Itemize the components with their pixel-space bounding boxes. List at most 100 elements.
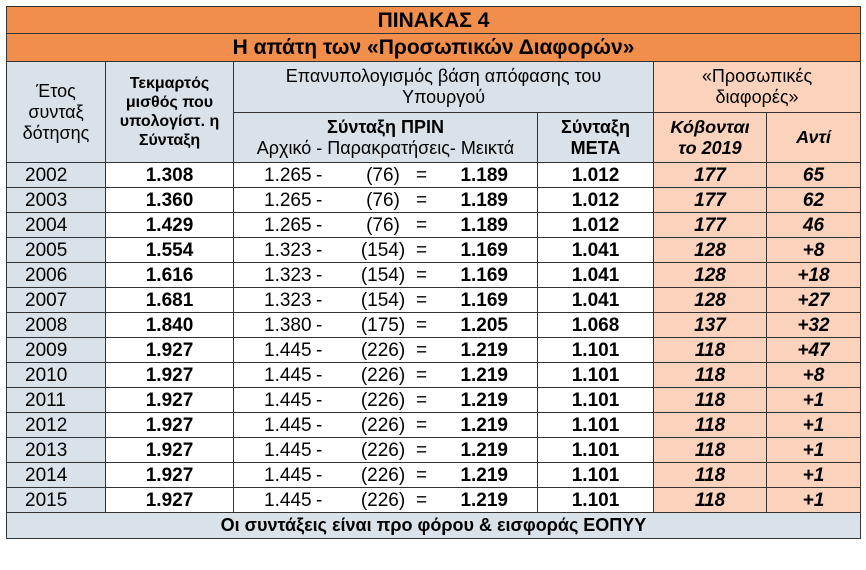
salary-cell: 1.554 [105, 237, 234, 263]
year-cell: 2015 [6, 487, 106, 513]
year-cell: 2004 [6, 212, 106, 238]
year-cell: 2008 [6, 312, 106, 338]
personal-diff-header: «Προσωπικές διαφορές» [653, 61, 861, 113]
minus-sign: - [316, 214, 323, 236]
minus-sign: - [316, 289, 323, 311]
table-title: ΠΙΝΑΚΑΣ 4 [6, 6, 861, 34]
table-row: 2008 1.840 1.380- (175) = 1.205 1.068 137 +32 [6, 312, 861, 338]
cut-cell: 118 [653, 362, 767, 388]
after-cell: 1.101 [537, 462, 654, 488]
gross-value: 1.189 [460, 164, 508, 186]
year-cell: 2012 [6, 412, 106, 438]
instead-header: Αντί [766, 112, 861, 163]
equals-sign: = [416, 389, 428, 411]
after-cell: 1.101 [537, 412, 654, 438]
gross-value: 1.189 [460, 189, 508, 211]
year-cell: 2003 [6, 187, 106, 213]
withheld-value: (154) [360, 264, 406, 286]
before-cell: 1.445- (226) = 1.219 [233, 487, 538, 513]
instead-cell: +32 [766, 312, 861, 338]
year-header: Έτος συνταξ δότησης [6, 61, 106, 163]
before-cell: 1.445- (226) = 1.219 [233, 412, 538, 438]
minus-sign: - [316, 414, 323, 436]
instead-cell: +27 [766, 287, 861, 313]
minus-sign: - [316, 264, 323, 286]
before-cell: 1.265- (76) = 1.189 [233, 187, 538, 213]
minus-sign: - [316, 489, 323, 511]
cut-cell: 118 [653, 437, 767, 463]
minus-sign: - [316, 339, 323, 361]
before-header-title: Σύνταξη ΠΡΙΝ [327, 116, 444, 137]
cut-cell: 118 [653, 462, 767, 488]
equals-sign: = [416, 339, 428, 361]
gross-value: 1.169 [460, 264, 508, 286]
before-cell: 1.265- (76) = 1.189 [233, 212, 538, 238]
gross-value: 1.205 [460, 314, 508, 336]
year-cell: 2014 [6, 462, 106, 488]
equals-sign: = [416, 464, 428, 486]
cut-header: Κόβονται το 2019 [653, 112, 767, 163]
year-cell: 2007 [6, 287, 106, 313]
equals-sign: = [416, 264, 428, 286]
after-cell: 1.101 [537, 337, 654, 363]
instead-cell: +8 [766, 237, 861, 263]
equals-sign: = [416, 314, 428, 336]
minus-sign: - [316, 164, 323, 186]
withheld-value: (226) [360, 339, 406, 361]
cut-cell: 118 [653, 487, 767, 513]
cut-cell: 137 [653, 312, 767, 338]
initial-value: 1.323 [264, 239, 312, 261]
gross-value: 1.219 [460, 389, 508, 411]
pension-table-container: ΠΙΝΑΚΑΣ 4 Η απάτη των «Προσωπικών Διαφορ… [6, 6, 861, 539]
initial-value: 1.265 [264, 214, 312, 236]
after-cell: 1.101 [537, 387, 654, 413]
before-cell: 1.323- (154) = 1.169 [233, 237, 538, 263]
before-cell: 1.445- (226) = 1.219 [233, 362, 538, 388]
withheld-value: (154) [360, 289, 406, 311]
cut-cell: 118 [653, 337, 767, 363]
instead-cell: +1 [766, 487, 861, 513]
after-header: Σύνταξη ΜΕΤΑ [537, 112, 654, 163]
before-cell: 1.265- (76) = 1.189 [233, 162, 538, 188]
table-row: 2006 1.616 1.323- (154) = 1.169 1.041 128 +18 [6, 262, 861, 288]
equals-sign: = [416, 164, 428, 186]
salary-cell: 1.360 [105, 187, 234, 213]
after-cell: 1.012 [537, 187, 654, 213]
after-cell: 1.101 [537, 487, 654, 513]
initial-value: 1.445 [264, 414, 312, 436]
salary-cell: 1.927 [105, 487, 234, 513]
initial-value: 1.323 [264, 289, 312, 311]
cut-cell: 118 [653, 412, 767, 438]
withheld-value: (76) [366, 189, 400, 211]
instead-cell: +47 [766, 337, 861, 363]
minus-sign: - [316, 314, 323, 336]
year-header-line3: δότησης [22, 122, 90, 143]
gross-value: 1.219 [460, 339, 508, 361]
table-row: 2011 1.927 1.445- (226) = 1.219 1.101 118 +1 [6, 387, 861, 413]
table-row: 2002 1.308 1.265- (76) = 1.189 1.012 177 65 [6, 162, 861, 188]
equals-sign: = [416, 489, 428, 511]
year-cell: 2010 [6, 362, 106, 388]
salary-cell: 1.927 [105, 412, 234, 438]
table-row: 2012 1.927 1.445- (226) = 1.219 1.101 118 +1 [6, 412, 861, 438]
equals-sign: = [416, 289, 428, 311]
equals-sign: = [416, 214, 428, 236]
table-row: 2015 1.927 1.445- (226) = 1.219 1.101 118 +1 [6, 487, 861, 513]
before-cell: 1.445- (226) = 1.219 [233, 387, 538, 413]
instead-cell: 65 [766, 162, 861, 188]
initial-value: 1.445 [264, 389, 312, 411]
minus-sign: - [316, 239, 323, 261]
salary-cell: 1.681 [105, 287, 234, 313]
table-row: 2009 1.927 1.445- (226) = 1.219 1.101 118 +47 [6, 337, 861, 363]
year-cell: 2011 [6, 387, 106, 413]
before-cell: 1.445- (226) = 1.219 [233, 337, 538, 363]
table-subtitle: Η απάτη των «Προσωπικών Διαφορών» [6, 33, 861, 62]
instead-cell: +8 [766, 362, 861, 388]
initial-value: 1.445 [264, 364, 312, 386]
salary-cell: 1.616 [105, 262, 234, 288]
after-cell: 1.012 [537, 162, 654, 188]
minus-sign: - [316, 464, 323, 486]
before-cell: 1.380- (175) = 1.205 [233, 312, 538, 338]
salary-cell: 1.308 [105, 162, 234, 188]
initial-value: 1.445 [264, 489, 312, 511]
